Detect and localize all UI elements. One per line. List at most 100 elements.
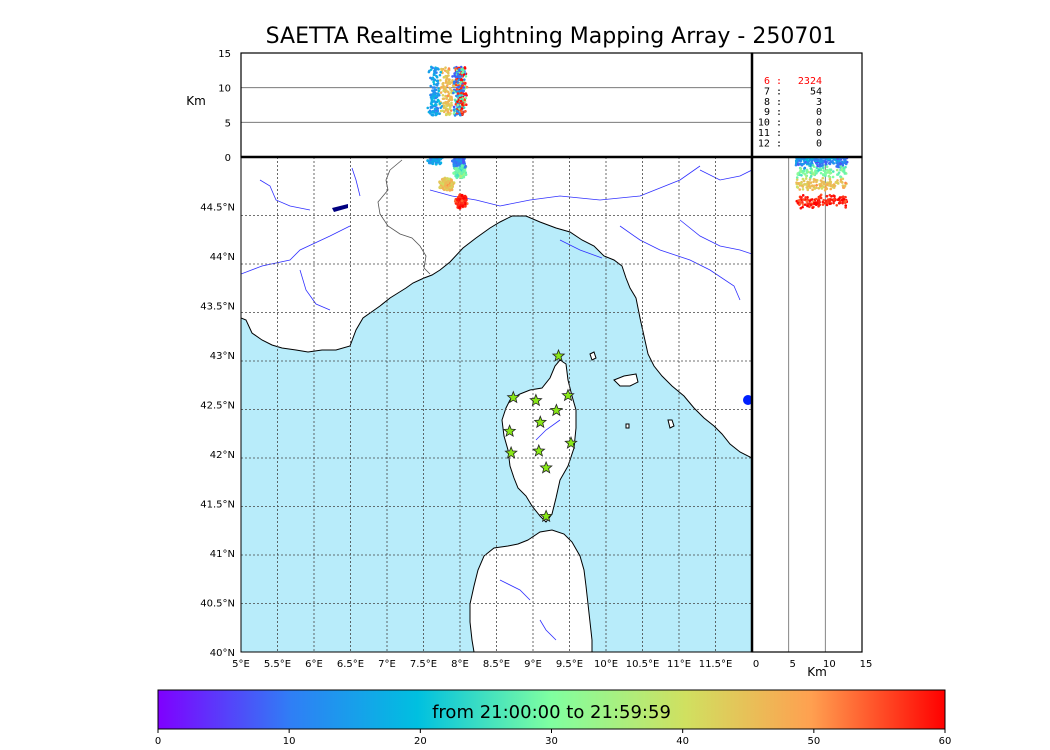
altitude-source-point — [445, 77, 448, 81]
side-source-point — [832, 198, 836, 201]
longitude-tick-label: 6°E — [305, 659, 323, 670]
map-source-point — [460, 166, 464, 170]
altitude-source-point — [457, 69, 461, 72]
altitude-source-point — [439, 86, 443, 89]
side-source-point — [808, 186, 812, 190]
side-source-point — [823, 188, 827, 192]
altitude-source-point — [452, 105, 456, 109]
side-source-point — [806, 161, 810, 165]
altitude-source-point — [430, 113, 434, 117]
longitude-tick-label: 10.5°E — [626, 659, 660, 670]
side-source-point — [796, 173, 800, 176]
longitude-tick-label: 8.5°E — [483, 659, 510, 670]
altitude-source-point — [452, 81, 456, 85]
altitude-source-point — [431, 66, 434, 70]
altitude-source-point — [451, 75, 454, 78]
count-label: 12 : — [758, 138, 782, 149]
altitude-source-point — [427, 70, 431, 74]
count-value: 54 — [810, 86, 822, 97]
elba-island — [613, 373, 639, 387]
altitude-axis-label: Km — [186, 94, 206, 108]
altitude-source-point — [458, 113, 462, 117]
side-source-point — [815, 166, 819, 170]
side-source-point — [807, 182, 811, 186]
side-source-point — [805, 183, 809, 186]
station-star-icon — [506, 390, 521, 404]
side-source-point — [814, 203, 818, 207]
side-source-point — [800, 162, 804, 166]
longitude-tick-label: 7°E — [378, 659, 396, 670]
longitude-tick-label: 10°E — [594, 659, 618, 670]
map-source-point — [431, 162, 435, 166]
latitude-tick-label: 42.5°N — [200, 401, 235, 412]
montecristo-island — [625, 423, 630, 429]
altitude-source-point — [446, 108, 449, 112]
altitude-source-point — [444, 101, 448, 105]
altitude-source-point — [459, 86, 463, 90]
altitude-source-point — [437, 89, 441, 93]
side-source-point — [804, 177, 808, 180]
altitude-source-point — [448, 113, 451, 116]
edge-marker — [743, 395, 752, 405]
side-source-point — [812, 172, 816, 176]
side-source-point — [828, 172, 832, 175]
altitude-source-point — [433, 103, 437, 106]
side-source-point — [817, 168, 821, 172]
latitude-tick-label: 40°N — [210, 648, 235, 659]
altitude-source-point — [444, 66, 447, 69]
map-source-point — [441, 177, 445, 181]
side-source-point — [815, 183, 818, 187]
station-markers — [502, 348, 578, 523]
side-source-point — [843, 184, 847, 187]
side-source-point — [817, 203, 821, 207]
latitude-tick-label: 44°N — [210, 252, 235, 263]
count-value: 0 — [816, 118, 822, 129]
altitude-source-point — [434, 96, 438, 100]
map-source-point — [455, 158, 459, 162]
colorbar-tick-label: 50 — [807, 736, 820, 747]
map-source-point — [432, 159, 436, 163]
altitude-source-point — [447, 71, 450, 75]
side-source-point — [831, 160, 834, 164]
side-source-point — [841, 201, 844, 205]
map-source-point — [459, 201, 463, 205]
map-source-point — [444, 182, 448, 186]
side-source-point — [806, 158, 809, 162]
side-source-point — [837, 171, 841, 174]
altitude-source-point — [444, 87, 447, 91]
longitude-tick-label: 8°E — [451, 659, 469, 670]
altitude-source-point — [429, 84, 433, 88]
altitude-source-point — [462, 86, 466, 89]
altitude-source-point — [439, 109, 443, 113]
longitude-tick-labels: 5°E 5.5°E 6°E 6.5°E 7°E 7.5°E 8°E 8.5°E 9°E 9.5°E… — [232, 659, 732, 670]
station-star-icon — [504, 445, 518, 459]
map-source-point — [429, 158, 433, 162]
side-source-point — [802, 179, 806, 183]
altitude-source-point — [453, 114, 457, 117]
side-source-point — [823, 201, 827, 205]
side-source-point — [820, 159, 823, 163]
altitude-source-point — [465, 85, 469, 89]
altitude-source-point — [446, 94, 450, 98]
map-source-point — [463, 165, 467, 169]
side-source-point — [800, 173, 803, 177]
altitude-source-point — [453, 72, 456, 75]
side-source-point — [842, 186, 845, 189]
side-source-point — [815, 186, 818, 190]
side-source-point — [801, 194, 805, 197]
station-star-icon — [502, 424, 517, 438]
altitude-source-point — [435, 100, 439, 104]
station-star-icon — [539, 460, 553, 474]
station-star-icon — [549, 403, 564, 417]
side-source-point — [819, 168, 823, 172]
altitude-source-point — [445, 84, 449, 88]
side-source-point — [806, 187, 809, 191]
altitude-source-point — [447, 111, 450, 114]
station-star-icon — [551, 348, 566, 362]
side-source-point — [831, 175, 835, 179]
side-source-point — [817, 197, 821, 200]
side-source-point — [824, 160, 827, 164]
altitude-tick-label: 0 — [225, 153, 231, 164]
map-source-point — [456, 203, 460, 207]
